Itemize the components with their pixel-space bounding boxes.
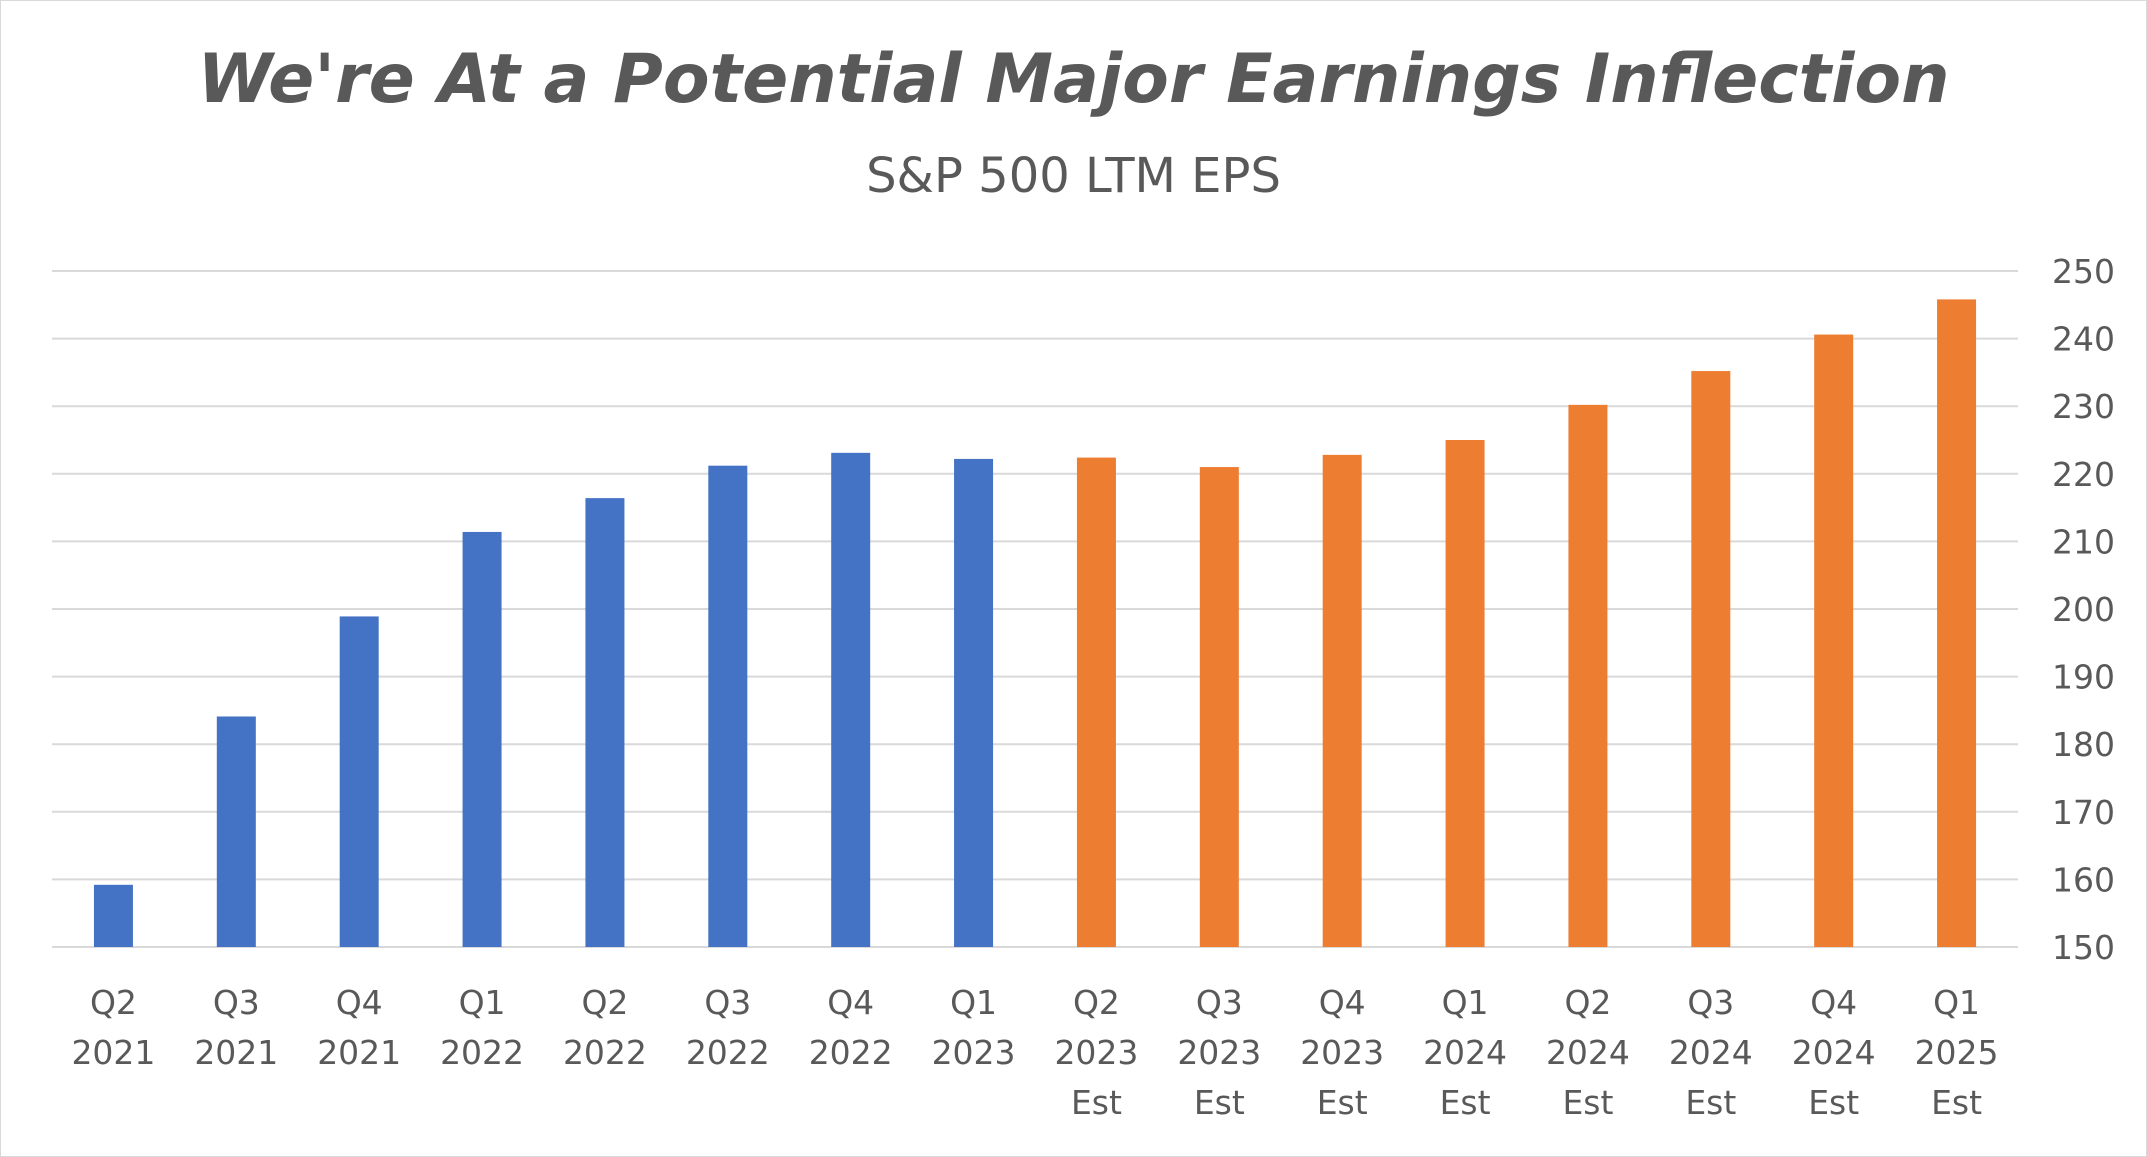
bar-actual	[216, 716, 256, 947]
x-category-label-line: 2023	[932, 1033, 1016, 1072]
x-category-label-line: 2021	[317, 1033, 401, 1072]
x-category-label-line: Q4	[1810, 983, 1857, 1022]
x-category-label-line: 2024	[1423, 1033, 1507, 1072]
x-category-label: Q4 2023 Est	[1300, 983, 1384, 1122]
y-tick-label: 240	[2052, 320, 2115, 359]
x-category-label-line: Q1	[950, 983, 997, 1022]
x-category-label: Q4 2024 Est	[1792, 983, 1876, 1122]
x-category-label: Q2 2021	[71, 983, 155, 1072]
x-category-label: Q3 2022	[686, 983, 770, 1072]
bar-actual	[462, 531, 502, 947]
x-category-label-line: Q4	[1319, 983, 1366, 1022]
x-category-label-line: Q3	[1687, 983, 1734, 1022]
x-category-label-line: Est	[1317, 1083, 1368, 1122]
x-category-label-line: Q2	[581, 983, 628, 1022]
bar-actual	[93, 884, 133, 947]
y-tick-label: 220	[2052, 455, 2115, 494]
x-category-label: Q4 2021	[317, 983, 401, 1072]
x-category-label-line: Q1	[1933, 983, 1980, 1022]
x-category-label-line: Est	[1194, 1083, 1245, 1122]
x-category-label-line: 2023	[1177, 1033, 1261, 1072]
x-category-label-line: Est	[1931, 1083, 1982, 1122]
y-tick-label: 170	[2052, 793, 2115, 832]
x-category-label-line: 2023	[1300, 1033, 1384, 1072]
y-tick-label: 230	[2052, 387, 2115, 426]
bar-actual	[954, 458, 994, 947]
x-axis-labels: Q2 2021 Q3 2021 Q4 2021 Q1 2022 Q2 2022 Q3 2022 Q4 20…	[71, 983, 1998, 1122]
x-category-label-line: 2022	[809, 1033, 893, 1072]
x-category-label-line: 2024	[1546, 1033, 1630, 1072]
x-category-label-line: 2024	[1792, 1033, 1876, 1072]
y-tick-label: 190	[2052, 658, 2115, 697]
x-category-label: Q2 2023 Est	[1054, 983, 1138, 1122]
x-category-label-line: 2024	[1669, 1033, 1753, 1072]
bar-actual	[339, 616, 379, 947]
x-category-label: Q1 2023	[932, 983, 1016, 1072]
chart-title: We're At a Potential Major Earnings Infl…	[197, 40, 1950, 119]
bar-estimate	[1445, 440, 1485, 947]
bar-estimate	[1691, 371, 1731, 948]
x-category-label-line: 2021	[194, 1033, 278, 1072]
y-tick-label: 150	[2052, 928, 2115, 967]
x-category-label-line: Q4	[336, 983, 383, 1022]
x-category-label-line: Q3	[213, 983, 260, 1022]
x-category-label: Q3 2023 Est	[1177, 983, 1261, 1122]
x-category-label-line: Est	[1562, 1083, 1613, 1122]
x-category-label: Q3 2024 Est	[1669, 983, 1753, 1122]
y-tick-label: 180	[2052, 725, 2115, 764]
x-category-label: Q3 2021	[194, 983, 278, 1072]
x-category-label: Q1 2022	[440, 983, 524, 1072]
y-tick-label: 200	[2052, 590, 2115, 629]
bars	[93, 299, 1977, 948]
x-category-label-line: Q3	[1196, 983, 1243, 1022]
x-category-label-line: Q3	[704, 983, 751, 1022]
bar-estimate	[1814, 334, 1854, 947]
x-category-label: Q1 2025 Est	[1915, 983, 1999, 1122]
x-category-label-line: Q2	[90, 983, 137, 1022]
x-category-label-line: Est	[1440, 1083, 1491, 1122]
x-category-label: Q1 2024 Est	[1423, 983, 1507, 1122]
y-tick-label: 160	[2052, 860, 2115, 899]
y-axis-ticks: 150 160 170 180 190 200 210 220 230 240 250	[2052, 252, 2115, 967]
x-category-label-line: 2022	[440, 1033, 524, 1072]
bar-actual	[585, 498, 625, 947]
x-category-label-line: 2023	[1054, 1033, 1138, 1072]
x-category-label-line: 2021	[71, 1033, 155, 1072]
x-category-label-line: 2022	[563, 1033, 647, 1072]
x-category-label-line: Q1	[1442, 983, 1489, 1022]
x-category-label: Q2 2024 Est	[1546, 983, 1630, 1122]
x-category-label-line: Est	[1808, 1083, 1859, 1122]
x-category-label-line: Q2	[1564, 983, 1611, 1022]
bar-estimate	[1076, 457, 1116, 947]
chart-subtitle: S&P 500 LTM EPS	[866, 148, 1281, 204]
x-category-label-line: Est	[1685, 1083, 1736, 1122]
x-category-label-line: Q1	[459, 983, 506, 1022]
y-tick-label: 250	[2052, 252, 2115, 291]
bar-estimate	[1937, 299, 1977, 948]
x-category-label-line: Q4	[827, 983, 874, 1022]
gridlines	[52, 270, 2018, 948]
bar-estimate	[1322, 454, 1362, 947]
x-category-label: Q2 2022	[563, 983, 647, 1072]
x-category-label-line: Est	[1071, 1083, 1122, 1122]
x-category-label-line: Q2	[1073, 983, 1120, 1022]
bar-actual	[831, 452, 871, 947]
x-category-label-line: 2022	[686, 1033, 770, 1072]
bar-estimate	[1199, 467, 1239, 947]
x-category-label-line: 2025	[1915, 1033, 1999, 1072]
x-category-label: Q4 2022	[809, 983, 893, 1072]
bar-actual	[708, 465, 748, 947]
y-tick-label: 210	[2052, 522, 2115, 561]
bar-estimate	[1568, 404, 1608, 947]
